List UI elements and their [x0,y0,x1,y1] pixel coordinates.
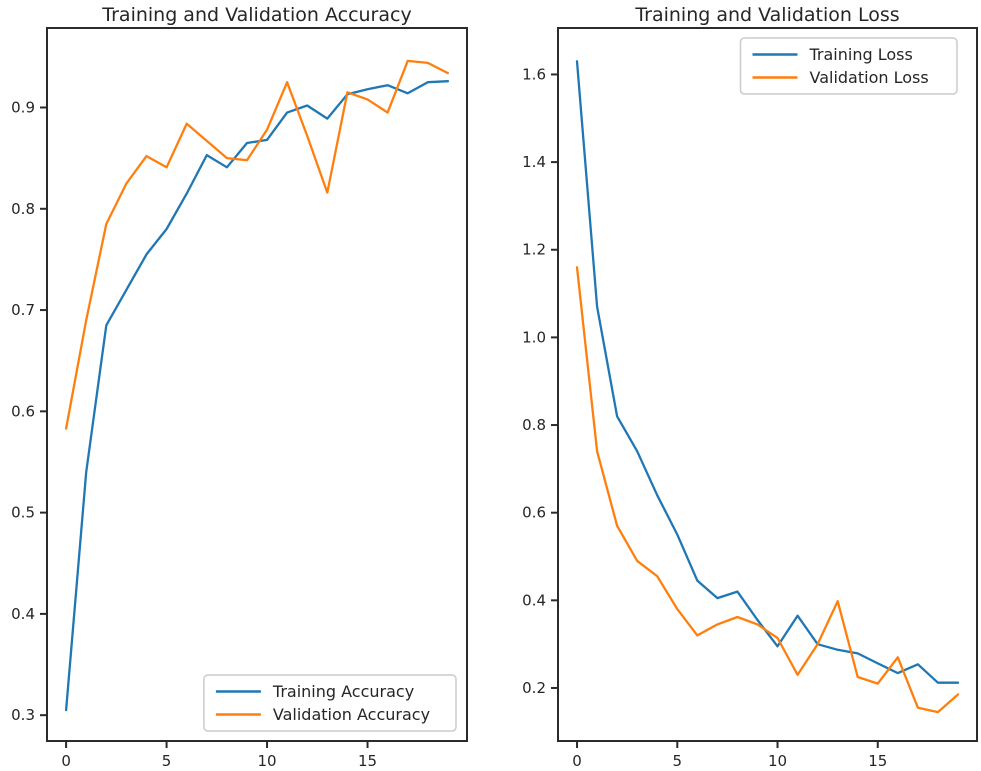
y-tick-label: 0.2 [522,679,546,697]
loss-chart-title: Training and Validation Loss [635,4,900,26]
y-tick-label: 0.4 [11,605,35,623]
validation-loss-line [575,266,960,714]
y-tick-label: 0.5 [11,504,35,522]
accuracy-chart-title: Training and Validation Accuracy [102,4,412,26]
y-tick-label: 1.4 [522,153,546,171]
plot-border [46,27,468,742]
x-tick-label: 0 [572,752,582,770]
x-tick-label: 10 [768,752,787,770]
y-tick-label: 1.6 [522,65,546,83]
x-tick-label: 5 [673,752,683,770]
y-tick-label: 0.6 [11,402,35,420]
y-tick-label: 0.7 [11,301,35,319]
legend-box [739,37,958,95]
loss-plot: 0 5 10 15 0.2 0.4 0.6 0.8 1.0 1.2 1.4 1.6 Training L… [522,27,978,770]
y-tick-label: 1.0 [522,328,546,346]
y-tick-label: 0.6 [522,504,546,522]
x-tick-label: 15 [358,752,377,770]
y-tick-label: 1.2 [522,241,546,259]
y-tick-label: 0.9 [11,99,35,117]
legend-label: Validation Accuracy [273,705,430,724]
accuracy-plot: 0 5 10 15 0.3 0.4 0.5 0.6 0.7 0.8 0.9 Training Accu… [11,27,468,770]
training-loss-line [575,60,960,684]
x-tick-label: 0 [61,752,71,770]
plot-border [557,27,978,742]
loss-chart: Training and Validation Loss 0 5 10 15 0.2 0.… [490,0,981,771]
legend-label: Validation Loss [810,68,929,87]
legend-box [203,674,457,732]
y-tick-label: 0.8 [522,416,546,434]
y-tick-label: 0.3 [11,706,35,724]
legend-label: Training Accuracy [272,682,414,701]
x-tick-label: 5 [162,752,172,770]
x-tick-label: 15 [868,752,887,770]
legend-label: Training Loss [809,45,913,64]
training-accuracy-line [64,80,450,712]
accuracy-chart: Training and Validation Accuracy 0 5 10 15 0… [0,0,490,771]
y-tick-label: 0.8 [11,200,35,218]
validation-accuracy-line [64,59,450,430]
y-tick-label: 0.4 [522,591,546,609]
x-tick-label: 10 [258,752,277,770]
